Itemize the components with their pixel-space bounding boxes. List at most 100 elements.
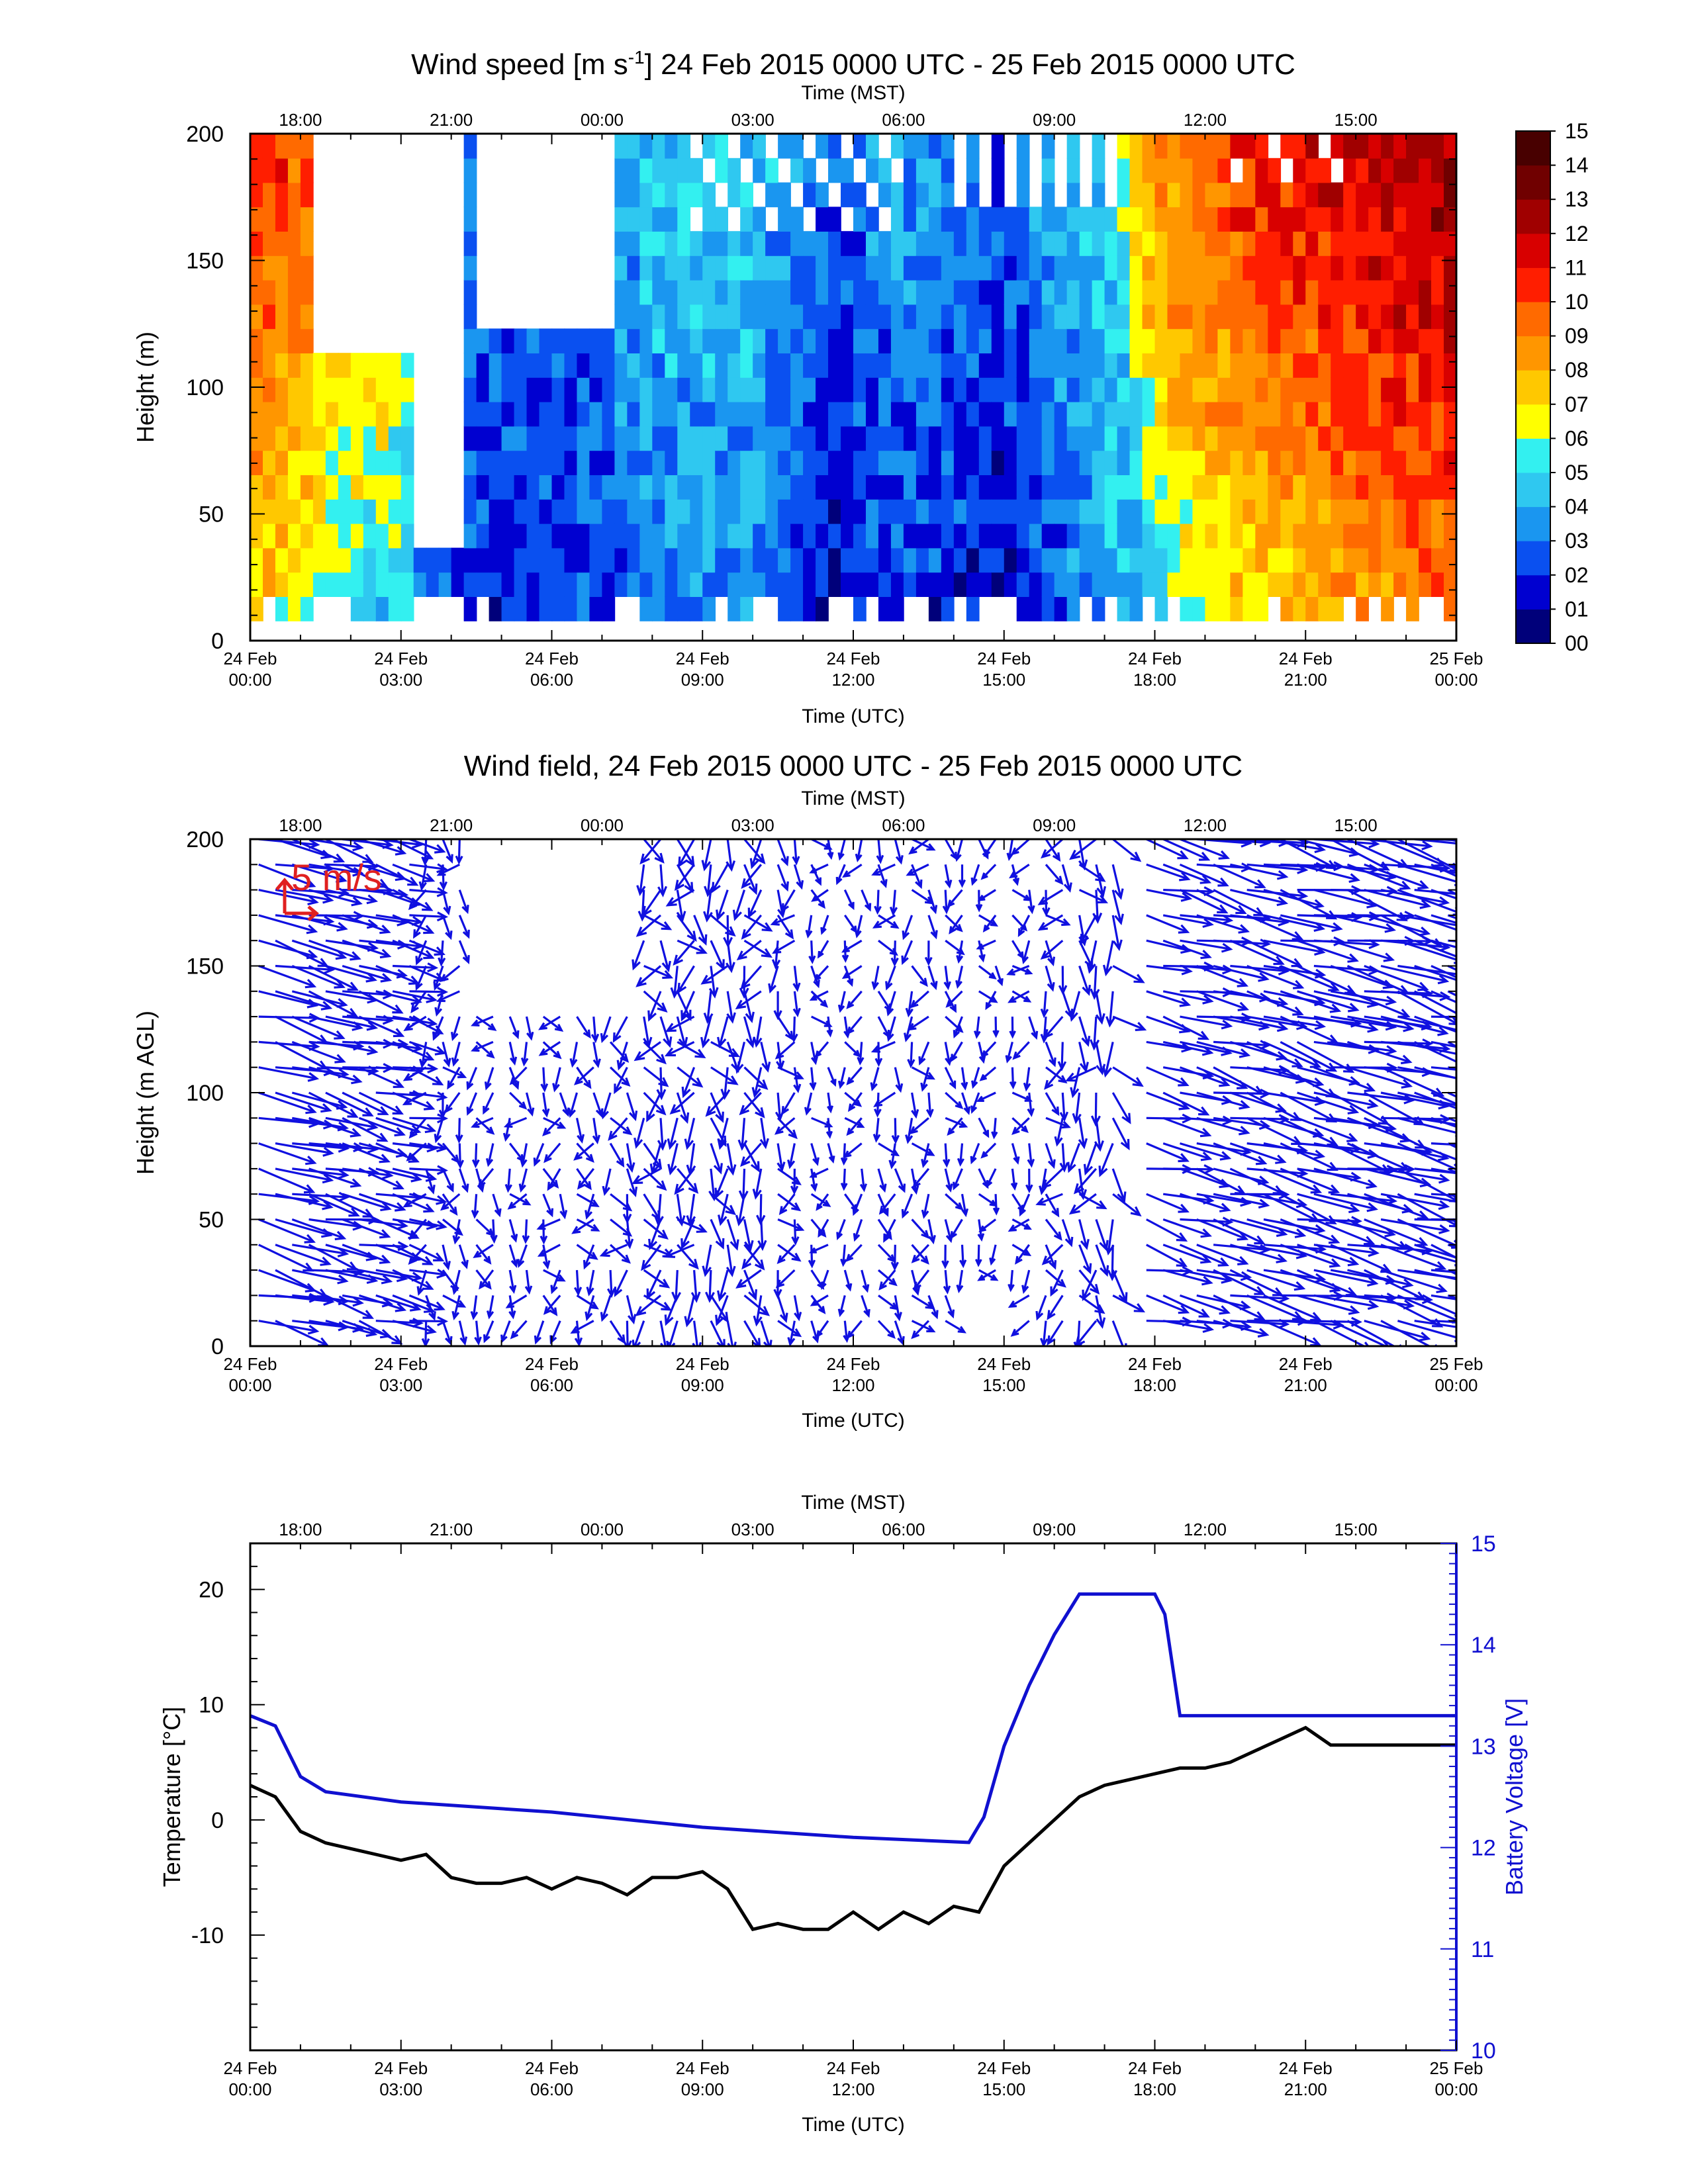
speed-cell — [765, 353, 778, 378]
speed-cell — [1368, 377, 1382, 402]
wind-vector — [1246, 1218, 1307, 1238]
wind-vector — [510, 1320, 528, 1340]
wind-vector — [877, 1168, 887, 1193]
speed-cell — [941, 572, 955, 597]
speed-cell — [878, 328, 892, 353]
wind-vector — [1025, 1168, 1033, 1193]
speed-cell — [627, 523, 641, 549]
speed-cell — [1280, 547, 1294, 573]
speed-cell — [1029, 231, 1043, 256]
wind-vector — [1078, 1244, 1092, 1275]
speed-cell — [1331, 377, 1344, 402]
speed-cell — [476, 426, 490, 451]
speed-cell — [1381, 426, 1394, 451]
speed-cell — [1280, 426, 1294, 451]
wind-vector — [985, 991, 997, 1011]
speed-cell — [803, 353, 816, 378]
wind-vector — [436, 990, 460, 1003]
speed-cell — [1180, 255, 1194, 281]
wind-vector — [1430, 1116, 1456, 1128]
wind-vector — [1213, 863, 1266, 889]
speed-cell — [275, 304, 289, 330]
speed-cell — [878, 450, 892, 475]
wind-vector — [1111, 1320, 1127, 1346]
speed-cell — [400, 401, 414, 427]
speed-cell — [966, 182, 980, 208]
speed-cell — [1368, 279, 1382, 305]
wind-vector — [944, 1295, 955, 1319]
speed-cell — [1305, 523, 1319, 549]
wind-vector — [1162, 1294, 1210, 1318]
speed-cell — [1192, 255, 1206, 281]
speed-cell — [551, 547, 565, 573]
speed-cell — [1243, 328, 1256, 353]
speed-cell — [941, 304, 955, 330]
wind-vector — [1092, 889, 1103, 924]
speed-cell — [1079, 353, 1093, 378]
speed-cell — [1393, 279, 1407, 305]
wind-vector — [392, 939, 435, 960]
speed-cell — [350, 475, 364, 500]
wind-vector — [1364, 863, 1429, 889]
wind-vector — [471, 1143, 480, 1169]
speed-cell — [526, 499, 540, 524]
speed-cell — [853, 206, 867, 232]
wind-vector — [676, 1092, 690, 1124]
wind-vector — [974, 1244, 982, 1267]
speed-cell — [1054, 596, 1068, 621]
wind-vector — [810, 965, 820, 989]
wind-vector — [342, 914, 391, 934]
speed-cell — [639, 231, 653, 256]
speed-cell — [665, 377, 679, 402]
speed-cell — [250, 475, 263, 500]
speed-cell — [1142, 182, 1156, 208]
speed-cell — [991, 134, 1005, 159]
wind-vector — [961, 1092, 971, 1115]
wind-vector — [1005, 1041, 1013, 1064]
speed-cell — [903, 158, 917, 183]
wind-vector — [1330, 964, 1395, 989]
wind-vector — [840, 1168, 848, 1191]
colorbar-swatch — [1516, 233, 1550, 268]
wind-vector — [1330, 1142, 1391, 1173]
x-tick-label-time: 21:00 — [1284, 2079, 1327, 2099]
speed-cell — [677, 279, 691, 305]
speed-cell — [1268, 450, 1282, 475]
speed-cell — [1142, 304, 1156, 330]
speed-cell — [1054, 279, 1068, 305]
speed-cell — [325, 353, 339, 378]
speed-cell — [1154, 255, 1168, 281]
wind-vector — [517, 1244, 528, 1268]
wind-vector — [1146, 1294, 1190, 1314]
speed-cell — [1368, 304, 1382, 330]
speed-cell — [803, 377, 816, 402]
wind-vector — [649, 1143, 662, 1175]
wind-vector — [726, 1244, 736, 1277]
speed-cell — [1343, 182, 1356, 208]
wind-vector — [609, 1320, 626, 1345]
wind-vector — [927, 889, 938, 915]
speed-cell — [1129, 523, 1143, 549]
wind-vector — [592, 1092, 604, 1118]
speed-cell — [978, 475, 992, 500]
wind-vector — [444, 1092, 461, 1114]
speed-cell — [765, 499, 778, 524]
speed-cell — [1217, 377, 1231, 402]
speed-cell — [539, 596, 553, 621]
x-tick-label-date: 24 Feb — [224, 649, 277, 668]
wind-vector — [483, 1320, 494, 1343]
wind-vector — [1112, 1015, 1147, 1031]
wind-vector — [502, 1117, 511, 1142]
wind-vector — [878, 1269, 896, 1291]
wind-vector — [1045, 1218, 1062, 1241]
speed-cell — [1280, 328, 1294, 353]
wind-vector — [816, 1320, 829, 1338]
speed-cell — [1381, 231, 1394, 256]
wind-vector — [636, 864, 646, 897]
speed-cell — [702, 134, 716, 159]
speed-cell — [1079, 255, 1093, 281]
speed-cell — [614, 182, 628, 208]
wind-vector — [258, 889, 319, 905]
speed-cell — [803, 596, 816, 621]
temp-x-label: Time (UTC) — [802, 2114, 905, 2136]
